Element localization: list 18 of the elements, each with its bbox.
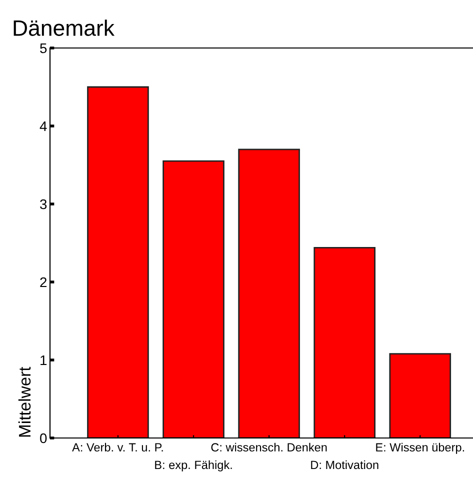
bar [87,86,149,438]
chart-title: Dänemark [14,20,115,36]
y-tick-label: 4 [40,121,47,132]
y-tick-label: 0 [40,433,47,444]
bar [389,353,452,438]
y-tick-label: 3 [40,199,47,210]
bar [162,160,224,438]
bar [238,148,300,438]
y-axis-title: Mittelwert [18,366,31,437]
x-tick-label: A: Verb. v. T. u. P. [72,442,163,452]
y-tick-label: 1 [40,355,47,366]
y-tick-label: 2 [40,277,47,288]
x-tick-label: E: Wissen überp. [376,442,464,454]
x-tick-label: B: exp. Fähigk. [155,460,232,472]
x-tick-label: D: Motivation [311,460,378,470]
y-tick-label: 5 [40,43,47,54]
x-tick-label: C: wissensch. Denken [211,442,327,452]
bar [314,246,376,438]
